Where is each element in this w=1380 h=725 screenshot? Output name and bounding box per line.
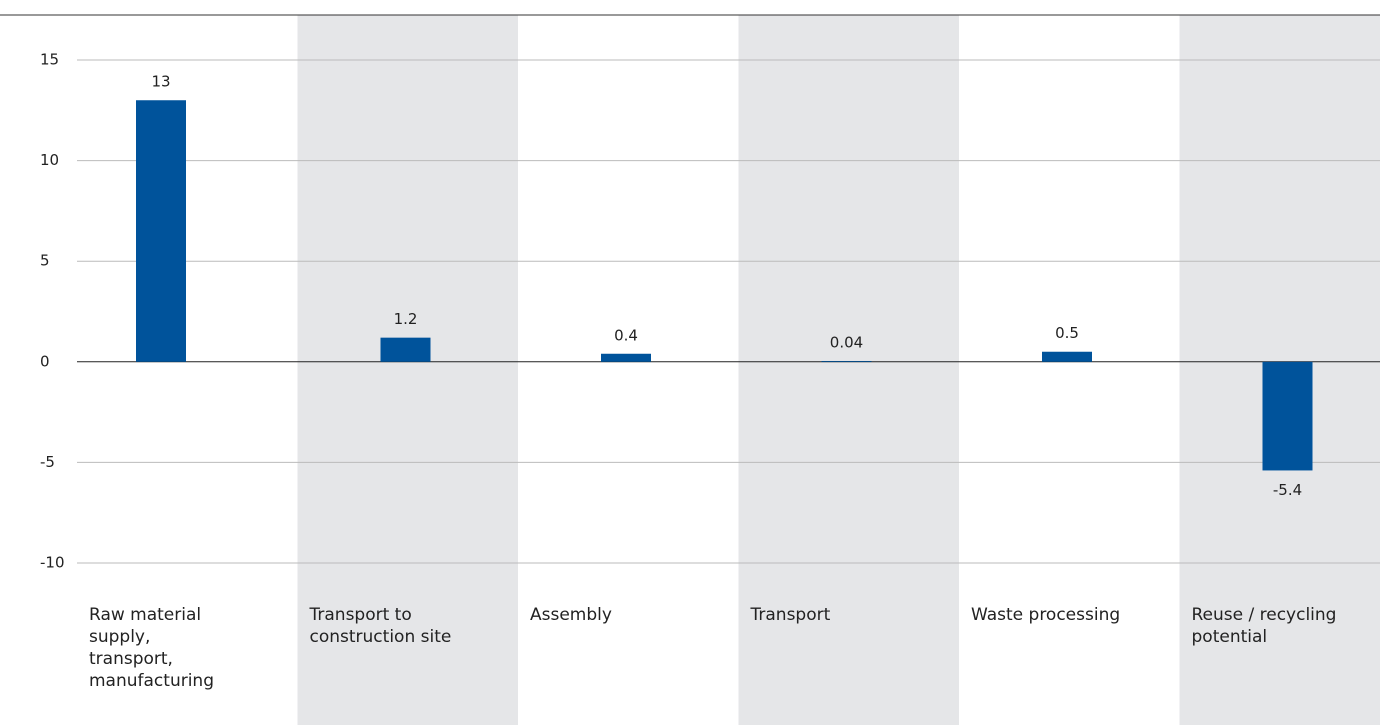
value-label: 0.04 — [830, 333, 863, 351]
y-tick-label: 10 — [40, 151, 59, 169]
value-label: 0.4 — [614, 326, 638, 344]
y-tick-label: -10 — [40, 554, 65, 572]
value-label: 1.2 — [394, 310, 418, 328]
x-tick-label: Assembly — [530, 605, 612, 625]
bar — [136, 100, 186, 362]
y-tick-label: 15 — [40, 51, 59, 69]
value-label: 13 — [151, 73, 170, 91]
bar — [821, 360, 872, 362]
y-tick-label: 0 — [40, 352, 50, 370]
x-tick-label: Transport to construction site — [309, 605, 452, 647]
x-tick-label: Raw material supply, transport, manufact… — [89, 605, 214, 691]
x-tick-label: Waste processing — [971, 605, 1121, 625]
bar — [380, 337, 431, 362]
value-label: -5.4 — [1273, 481, 1302, 499]
y-tick-label: 5 — [40, 252, 50, 270]
bar — [1042, 351, 1092, 362]
bar — [1262, 361, 1313, 471]
x-tick-label: Reuse / recycling potential — [1191, 605, 1337, 647]
band-shade — [738, 15, 959, 725]
band-shade — [297, 15, 518, 725]
value-label: 0.5 — [1055, 324, 1079, 342]
bar — [601, 353, 651, 362]
y-tick-label: -5 — [40, 453, 55, 471]
x-tick-label: Transport — [750, 605, 831, 625]
